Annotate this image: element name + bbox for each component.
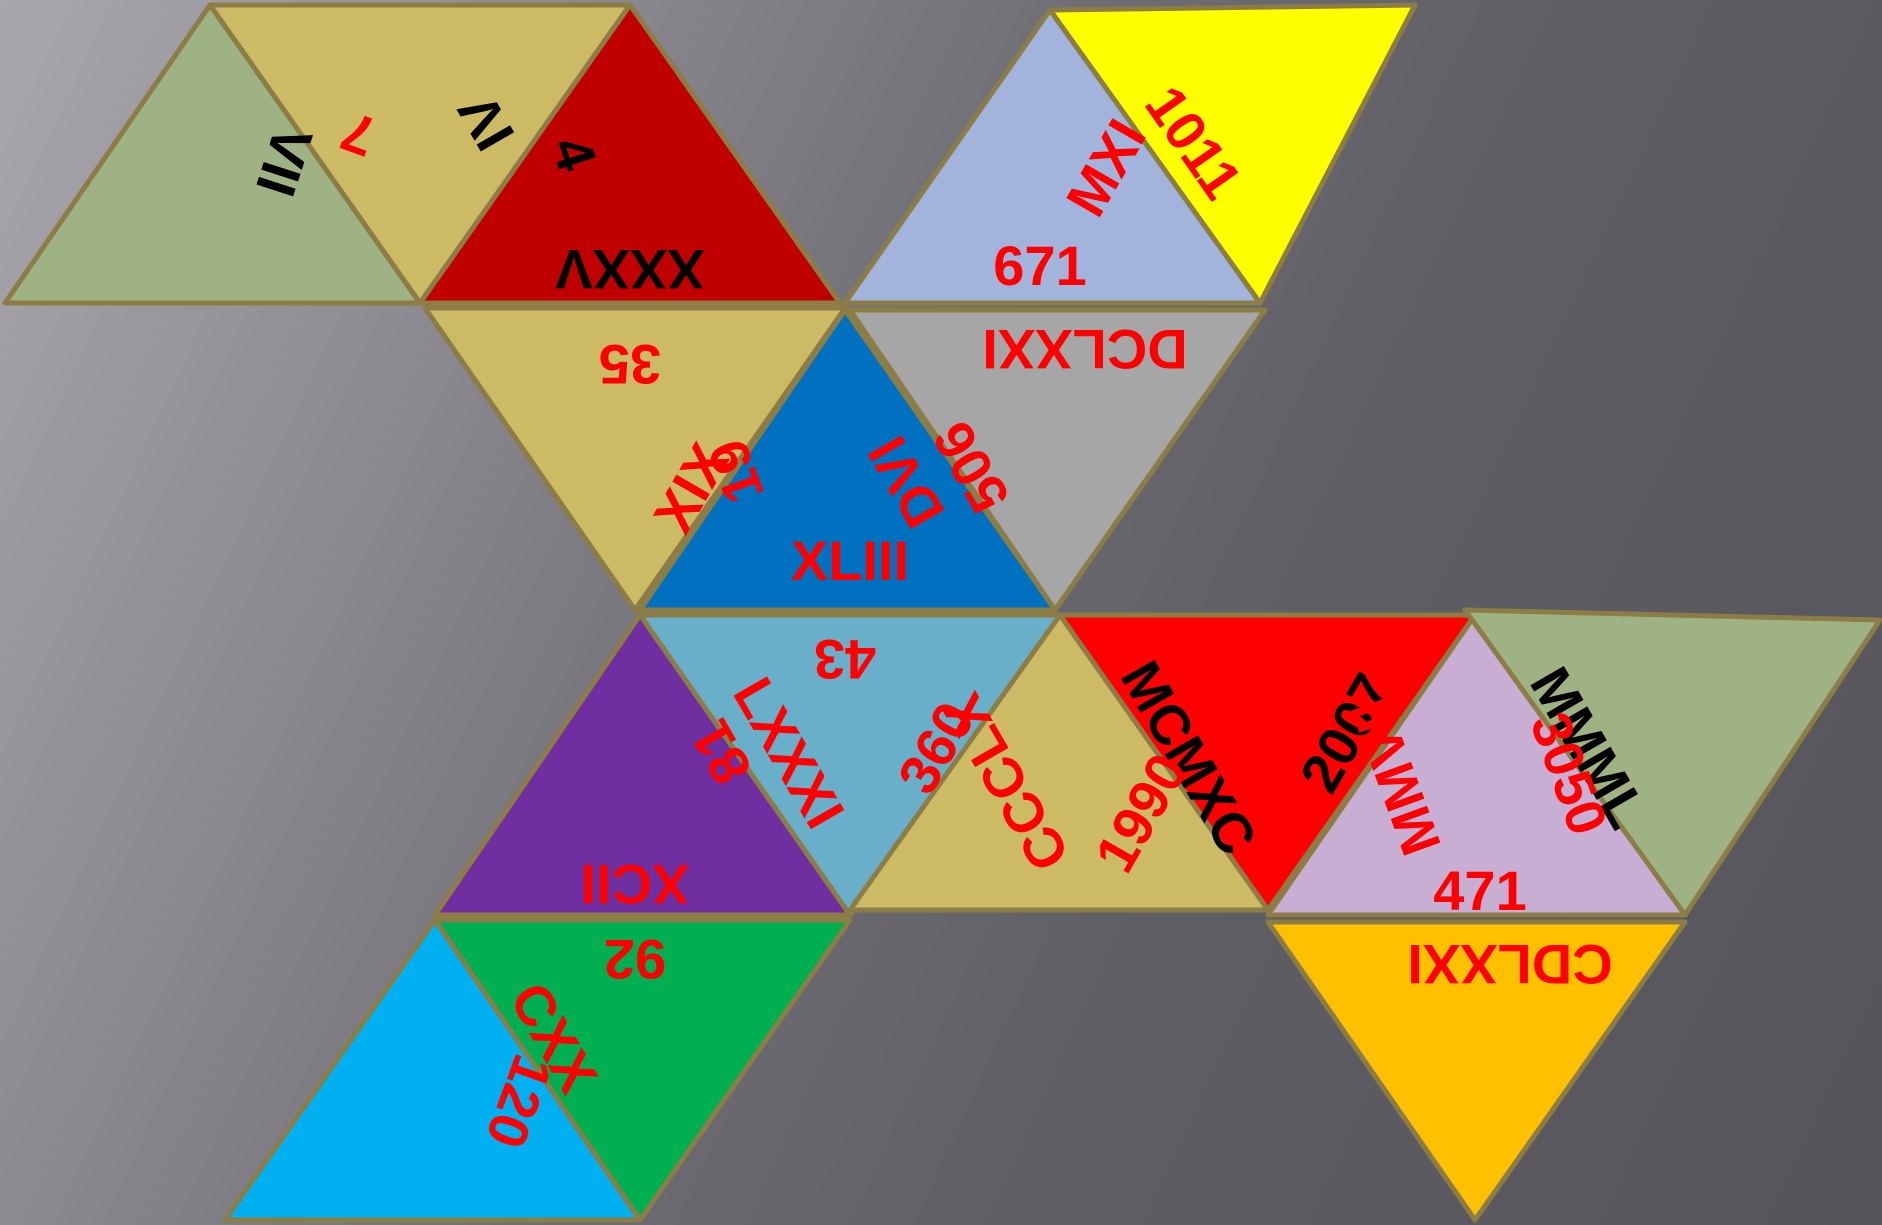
piece-label: 92 (604, 928, 666, 991)
piece-label: DCLXXI (982, 318, 1187, 381)
piece-label: 471 (1433, 859, 1526, 922)
piece-label: CDLXXI (1407, 933, 1612, 996)
piece-label: 671 (993, 234, 1086, 297)
triangle-piece-5[interactable] (1047, 2, 1418, 306)
piece-label: 35 (599, 333, 661, 396)
triangle-piece-6[interactable] (422, 305, 848, 613)
piece-label: XCII (581, 853, 690, 916)
triangle-piece-17[interactable] (1265, 919, 1688, 1223)
triangle-piece-8[interactable] (847, 307, 1268, 613)
piece-label: 43 (814, 628, 876, 691)
triangle-piece-16[interactable] (432, 917, 853, 1223)
piece-label: XXXV (555, 238, 704, 301)
triangle-piece-14[interactable] (1462, 607, 1882, 918)
triangle-piece-3[interactable] (417, 2, 843, 306)
piece-label: XLIII (791, 529, 909, 592)
